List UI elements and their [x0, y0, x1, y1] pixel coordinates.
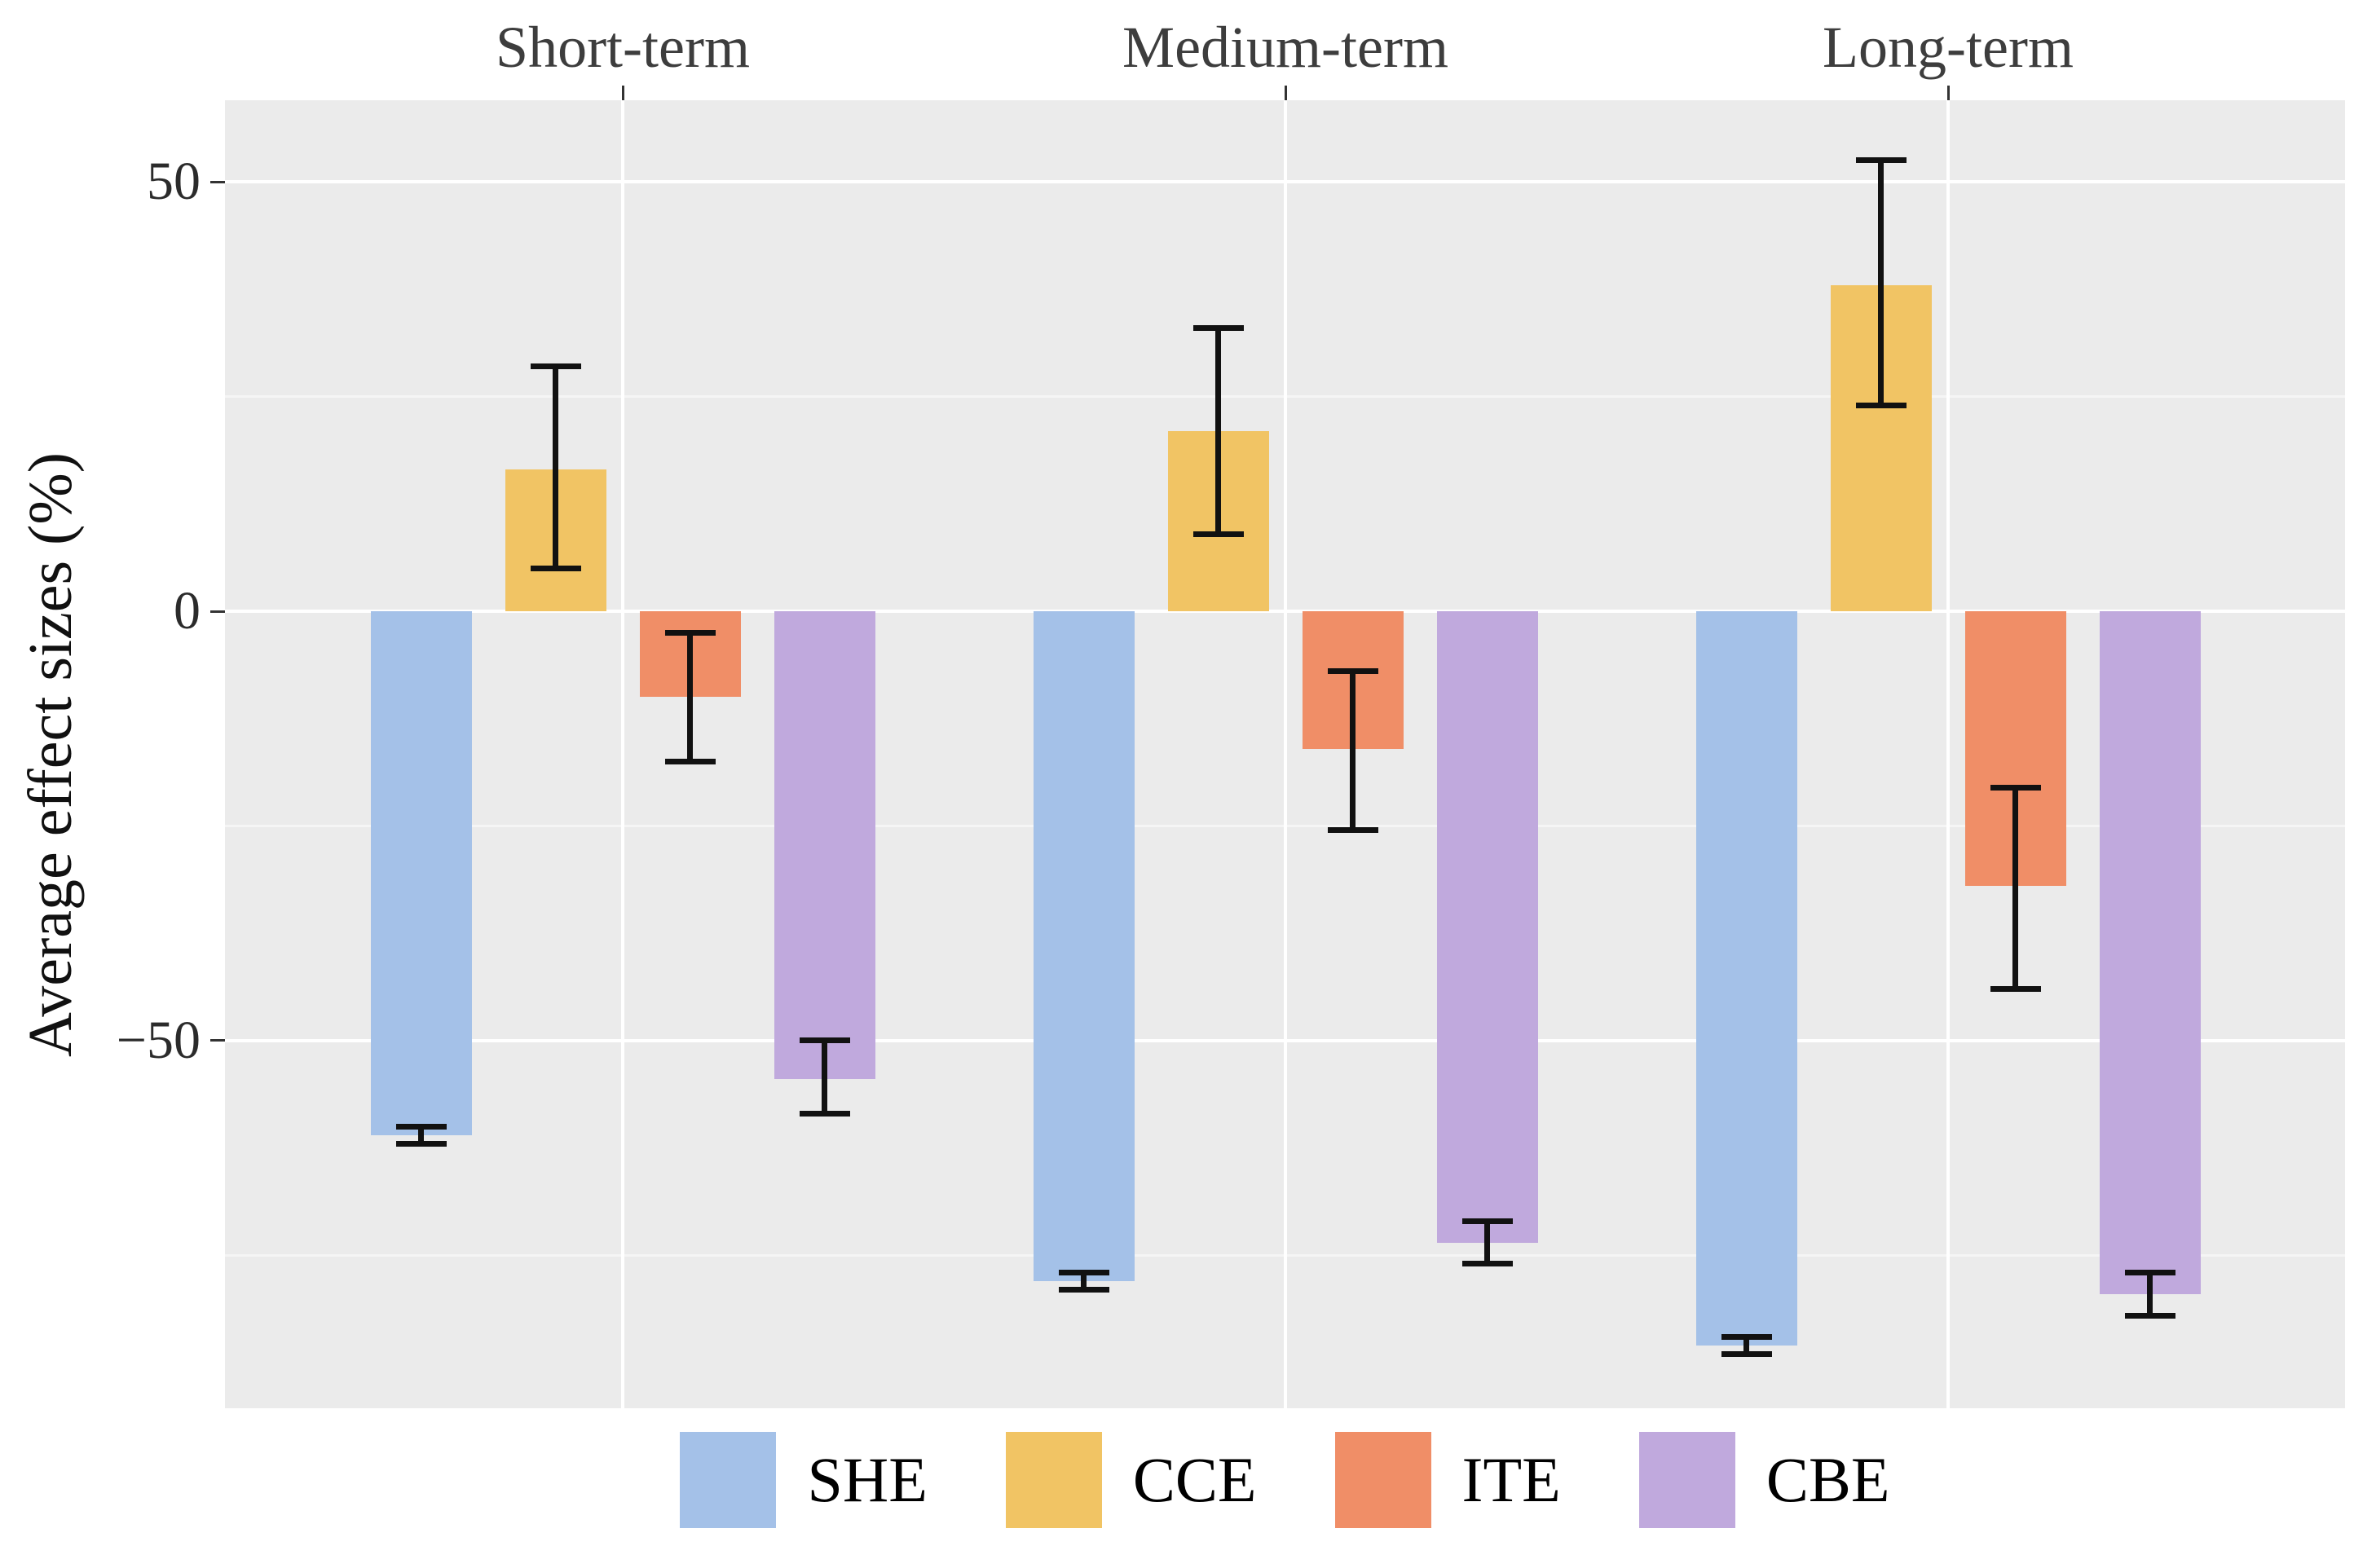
- facet-label-1: Short-term: [496, 15, 750, 80]
- legend-swatch-cce: [1005, 1432, 1102, 1528]
- error-bar-cbe-1-cap-top: [799, 1037, 850, 1044]
- error-bar-cce-3-cap-bottom: [1855, 402, 1907, 408]
- error-bar-she-3-cap-top: [1721, 1334, 1772, 1341]
- error-bar-ite-1: [687, 632, 693, 762]
- error-bar-cce-1-cap-top: [530, 363, 581, 370]
- bar-she-1: [370, 611, 472, 1135]
- error-bar-ite-1-cap-top: [664, 629, 716, 636]
- y-tick-label-50: 50: [147, 152, 201, 212]
- legend-label-she: SHE: [807, 1444, 928, 1515]
- error-bar-she-1-cap-bottom: [395, 1140, 447, 1147]
- y-axis-tick: [210, 610, 225, 613]
- error-bar-cbe-1: [822, 1040, 827, 1114]
- legend-label-cce: CCE: [1132, 1444, 1257, 1515]
- legend-swatch-she: [680, 1432, 777, 1528]
- bar-she-2: [1033, 611, 1135, 1282]
- error-bar-cbe-3-cap-bottom: [2124, 1312, 2175, 1319]
- facet-label-3: Long-term: [1823, 15, 2074, 80]
- error-bar-cce-3: [1878, 160, 1884, 406]
- legend-item-she: SHE: [680, 1432, 928, 1528]
- y-tick-label-−50: −50: [116, 1010, 201, 1070]
- legend-swatch-cbe: [1638, 1432, 1735, 1528]
- error-bar-she-1: [418, 1126, 424, 1144]
- error-bar-cce-1: [553, 366, 558, 569]
- bar-cbe-2: [1436, 611, 1538, 1243]
- legend-item-cbe: CBE: [1638, 1432, 1890, 1528]
- error-bar-ite-2-cap-bottom: [1327, 827, 1378, 834]
- legend-item-ite: ITE: [1334, 1432, 1561, 1528]
- error-bar-cce-2: [1215, 328, 1221, 535]
- bar-cbe-3: [2099, 611, 2201, 1294]
- legend-swatch-ite: [1334, 1432, 1431, 1528]
- gridline-vertical: [1946, 100, 1950, 1408]
- bar-she-3: [1695, 611, 1797, 1346]
- error-bar-cbe-3-cap-top: [2124, 1269, 2175, 1275]
- y-tick-label-0: 0: [174, 581, 201, 641]
- error-bar-cbe-2-cap-bottom: [1461, 1261, 1513, 1267]
- y-axis-tick: [210, 1039, 225, 1042]
- facet-label-2: Medium-term: [1122, 15, 1448, 80]
- error-bar-cbe-3: [2147, 1272, 2153, 1316]
- error-bar-ite-3-cap-top: [1990, 784, 2041, 791]
- error-bar-cce-3-cap-top: [1855, 157, 1907, 164]
- error-bar-she-2-cap-top: [1058, 1269, 1109, 1275]
- error-bar-ite-1-cap-bottom: [664, 758, 716, 764]
- error-bar-she-2: [1081, 1272, 1087, 1290]
- error-bar-ite-2-cap-top: [1327, 668, 1378, 675]
- error-bar-she-2-cap-bottom: [1058, 1287, 1109, 1293]
- error-bar-ite-3: [2012, 787, 2018, 989]
- error-bar-cbe-1-cap-bottom: [799, 1111, 850, 1117]
- error-bar-she-3: [1743, 1337, 1749, 1354]
- x-axis-tick: [1284, 86, 1287, 100]
- legend-item-cce: CCE: [1005, 1432, 1257, 1528]
- error-bar-cbe-2: [1484, 1221, 1490, 1264]
- y-axis-tick: [210, 180, 225, 183]
- error-bar-cbe-2-cap-top: [1461, 1218, 1513, 1224]
- error-bar-ite-2: [1350, 671, 1356, 830]
- bar-cbe-1: [774, 611, 875, 1080]
- error-bar-she-1-cap-top: [395, 1123, 447, 1130]
- legend-label-ite: ITE: [1461, 1444, 1561, 1515]
- legend-label-cbe: CBE: [1765, 1444, 1890, 1515]
- error-bar-cce-1-cap-bottom: [530, 565, 581, 571]
- gridline-vertical: [1284, 100, 1287, 1408]
- gridline-vertical: [621, 100, 624, 1408]
- x-axis-tick: [1946, 86, 1950, 100]
- x-axis-tick: [621, 86, 624, 100]
- y-axis-title: Average effect sizes (%): [16, 451, 85, 1057]
- error-bar-cce-2-cap-bottom: [1192, 531, 1244, 537]
- error-bar-ite-3-cap-bottom: [1990, 986, 2041, 993]
- error-bar-she-3-cap-bottom: [1721, 1351, 1772, 1358]
- error-bar-cce-2-cap-top: [1192, 324, 1244, 331]
- legend: SHE CCE ITE CBE: [225, 1432, 2345, 1528]
